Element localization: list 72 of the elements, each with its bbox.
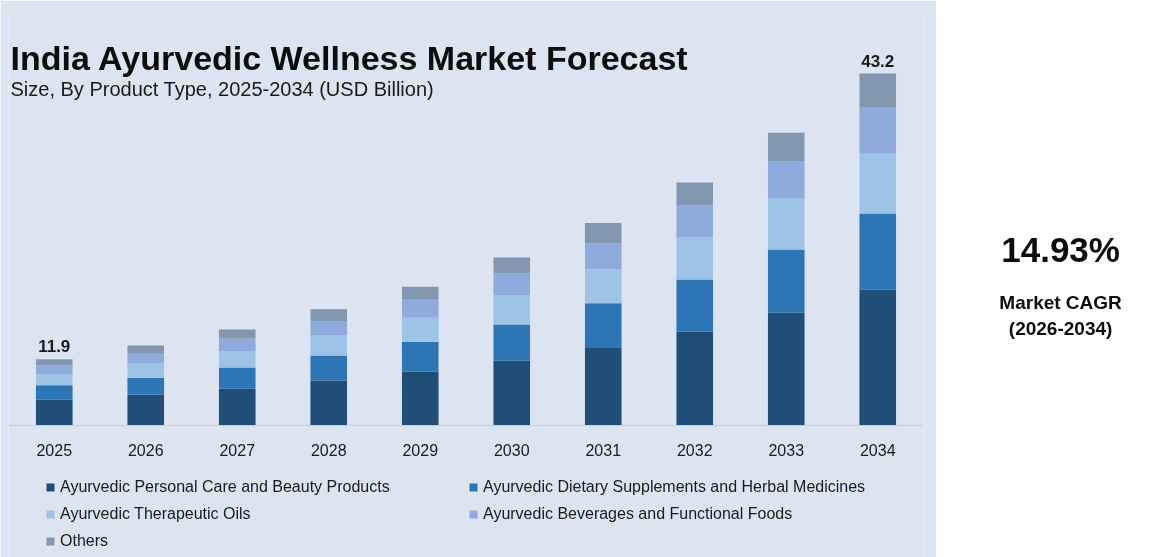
bar: [676, 182, 714, 206]
bar: [767, 161, 805, 199]
bar: [767, 198, 805, 250]
bar: [493, 360, 531, 426]
text: (2026-2034): [1008, 318, 1113, 340]
bar: [859, 153, 897, 214]
bar: [584, 223, 622, 244]
x-tick-label: 2030: [493, 441, 530, 459]
legend-label: Ayurvedic Dietary Supplements and Herbal Medicines: [483, 477, 867, 497]
bar: [35, 399, 73, 426]
legend-label: Others: [60, 531, 109, 551]
x-tick-label: 2031: [585, 441, 622, 459]
bar: [127, 353, 165, 364]
chart-subtitle: Size, By Product Type, 2025-2034 (USD Billion): [10, 77, 434, 100]
x-tick-label: 2034: [859, 441, 896, 459]
bar: [493, 257, 531, 274]
bar: [859, 73, 897, 108]
legend-label: Ayurvedic Therapeutic Oils: [60, 504, 252, 524]
bar: [401, 299, 439, 318]
bar: [310, 335, 348, 356]
bar: [584, 269, 622, 304]
bar: [584, 303, 622, 348]
legend-label: Ayurvedic Personal Care and Beauty Products: [60, 477, 391, 497]
bar: [218, 388, 256, 426]
bar: [493, 273, 531, 296]
bar: [859, 213, 897, 290]
bar: [676, 237, 714, 280]
bar: [859, 289, 897, 426]
bar: [35, 374, 73, 386]
bar: [310, 380, 348, 426]
chart-title: India Ayurvedic Wellness Market Forecast: [10, 38, 688, 77]
x-tick-label: 2029: [402, 441, 439, 459]
bar: [676, 205, 714, 238]
annotation: 43.2: [861, 51, 895, 71]
x-tick-label: 2025: [36, 441, 73, 459]
bar: [859, 107, 897, 154]
bar: [310, 321, 348, 336]
bar: [767, 132, 805, 162]
bar: [401, 286, 439, 300]
bar: [35, 359, 73, 366]
bar: [127, 394, 165, 426]
annotation: 11.9: [38, 337, 71, 357]
bar: [584, 347, 622, 426]
bar: [584, 243, 622, 270]
bar: [218, 351, 256, 368]
x-tick-label: 2027: [219, 441, 256, 459]
bar: [401, 371, 439, 426]
bar: [310, 355, 348, 381]
x-tick-label: 2026: [127, 441, 164, 459]
bar: [767, 249, 805, 313]
bar: [127, 363, 165, 378]
x-tick-label: 2032: [676, 441, 713, 459]
bar: [127, 377, 165, 395]
text: 14.93%: [1001, 229, 1120, 269]
bar: [35, 365, 73, 375]
bar: [676, 279, 714, 332]
bar: [493, 324, 531, 361]
x-tick-label: 2033: [768, 441, 805, 459]
bar: [401, 317, 439, 342]
bar: [218, 367, 256, 389]
bar: [493, 295, 531, 325]
bar: [676, 331, 714, 426]
bar: [310, 309, 348, 322]
bar: [767, 312, 805, 426]
bar: [218, 329, 256, 339]
legend-label: Ayurvedic Beverages and Functional Foods: [483, 504, 794, 524]
bar: [127, 345, 165, 354]
text: Market CAGR: [999, 291, 1123, 313]
bar: [218, 338, 256, 352]
bar: [35, 385, 73, 400]
bar: [401, 341, 439, 372]
x-tick-label: 2028: [310, 441, 347, 459]
